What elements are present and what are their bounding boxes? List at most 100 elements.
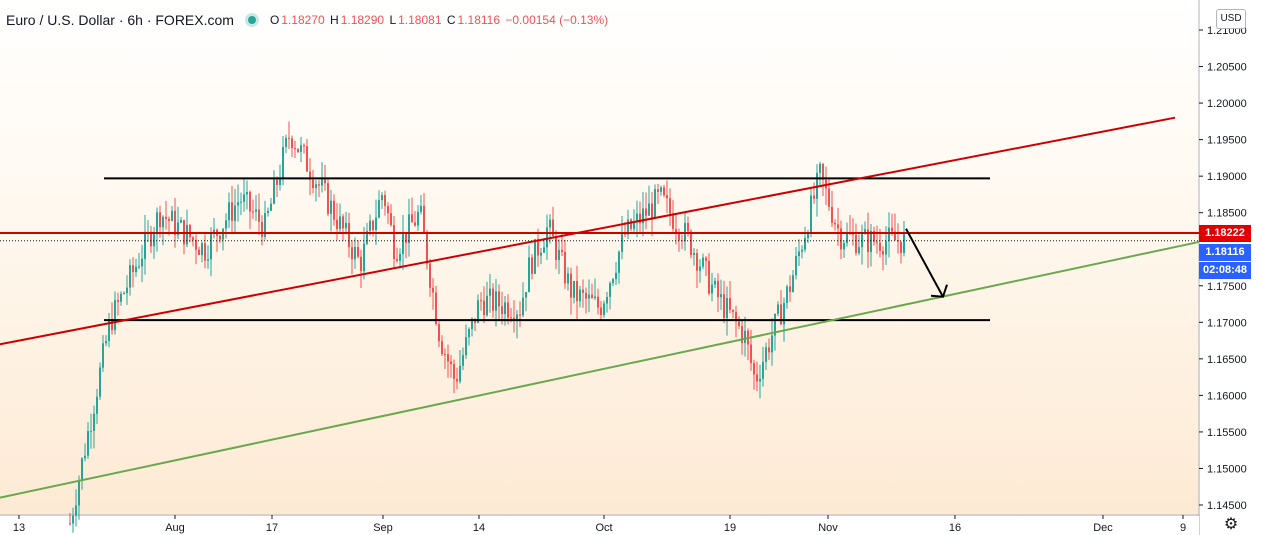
candle-down: [657, 189, 659, 192]
candle-up: [798, 251, 800, 257]
candle-up: [759, 378, 761, 382]
candle-down: [480, 300, 482, 302]
candle-up: [699, 266, 701, 271]
candle-up: [516, 314, 518, 322]
candle-down: [501, 306, 503, 315]
candle-up: [783, 302, 785, 325]
candle-up: [399, 253, 401, 261]
candle-down: [219, 235, 221, 240]
candle-down: [327, 183, 329, 214]
candle-down: [390, 213, 392, 226]
candle-down: [231, 202, 233, 221]
candle-up: [702, 257, 704, 267]
candle-up: [573, 280, 575, 298]
candle-down: [447, 354, 449, 362]
candle-up: [99, 367, 101, 397]
candle-down: [741, 326, 743, 344]
candle-down: [336, 219, 338, 229]
time-tick-label: 16: [949, 522, 961, 534]
candle-down: [453, 364, 455, 379]
candle-up: [543, 247, 545, 253]
candle-down: [651, 203, 653, 219]
time-tick-label: 19: [724, 522, 736, 534]
close-label: C: [446, 13, 456, 27]
candle-down: [414, 222, 416, 226]
candle-up: [363, 243, 365, 272]
candle-up: [801, 249, 803, 252]
candle-down: [333, 200, 335, 220]
candle-up: [774, 313, 776, 336]
candle-up: [234, 205, 236, 221]
candle-up: [720, 294, 722, 298]
candle-up: [462, 355, 464, 366]
candle-down: [483, 300, 485, 316]
candle-up: [114, 300, 116, 331]
low-value: 1.18081: [398, 13, 442, 27]
price-tick-label: 1.20500: [1207, 62, 1247, 74]
candle-up: [315, 184, 317, 189]
candle-down: [894, 231, 896, 241]
candle-up: [138, 266, 140, 268]
candle-up: [609, 283, 611, 297]
candle-down: [729, 298, 731, 310]
candle-up: [846, 232, 848, 244]
candle-up: [654, 189, 656, 219]
candle-down: [510, 317, 512, 319]
candle-up: [273, 179, 275, 204]
candle-up: [765, 347, 767, 362]
candle-down: [324, 179, 326, 184]
candle-up: [540, 252, 542, 256]
candle-up: [558, 249, 560, 261]
ohlc-values: O 1.18270 H 1.18290 L 1.18081 C 1.18116 −0.0…: [270, 13, 610, 27]
candle-down: [564, 251, 566, 284]
candle-down: [666, 195, 668, 199]
candle-down: [276, 179, 278, 185]
time-tick-label: Oct: [595, 522, 612, 534]
candle-up: [180, 220, 182, 223]
candle-up: [279, 178, 281, 185]
price-tick-label: 1.16000: [1207, 390, 1247, 402]
candle-up: [177, 222, 179, 235]
candle-down: [132, 265, 134, 273]
candle-up: [222, 228, 224, 240]
candle-up: [618, 251, 620, 273]
candle-up: [864, 229, 866, 234]
red-trendline: [0, 116, 1176, 346]
candle-up: [792, 275, 794, 292]
candle-down: [288, 137, 290, 139]
candle-down: [192, 237, 194, 240]
low-label: L: [389, 13, 397, 27]
candle-up: [465, 337, 467, 356]
price-tick-label: 1.20000: [1207, 98, 1247, 110]
candle-up: [354, 246, 356, 260]
candle-down: [828, 188, 830, 207]
candle-down: [450, 361, 452, 365]
candle-down: [189, 224, 191, 238]
candle-down: [561, 249, 563, 252]
candle-down: [585, 292, 587, 299]
candle-up: [777, 304, 779, 314]
candle-up: [108, 319, 110, 342]
symbol-title[interactable]: Euro / U.S. Dollar · 6h · FOREX.com: [6, 12, 234, 28]
candle-down: [708, 260, 710, 294]
candle-up: [486, 295, 488, 316]
candle-up: [579, 289, 581, 302]
candle-up: [120, 293, 122, 302]
currency-button[interactable]: USD: [1216, 9, 1246, 29]
candle-down: [261, 221, 263, 237]
candle-down: [342, 216, 344, 229]
candle-up: [78, 480, 80, 506]
gear-icon[interactable]: ⚙: [1223, 516, 1239, 533]
candle-up: [93, 413, 95, 431]
candle-down: [519, 314, 521, 316]
candle-down: [249, 191, 251, 212]
candle-up: [345, 223, 347, 229]
candle-down: [498, 291, 500, 307]
candle-down: [750, 344, 752, 364]
candle-up: [381, 195, 383, 201]
candle-down: [411, 214, 413, 223]
price-tick-label: 1.18500: [1207, 208, 1247, 220]
candle-up: [402, 232, 404, 254]
